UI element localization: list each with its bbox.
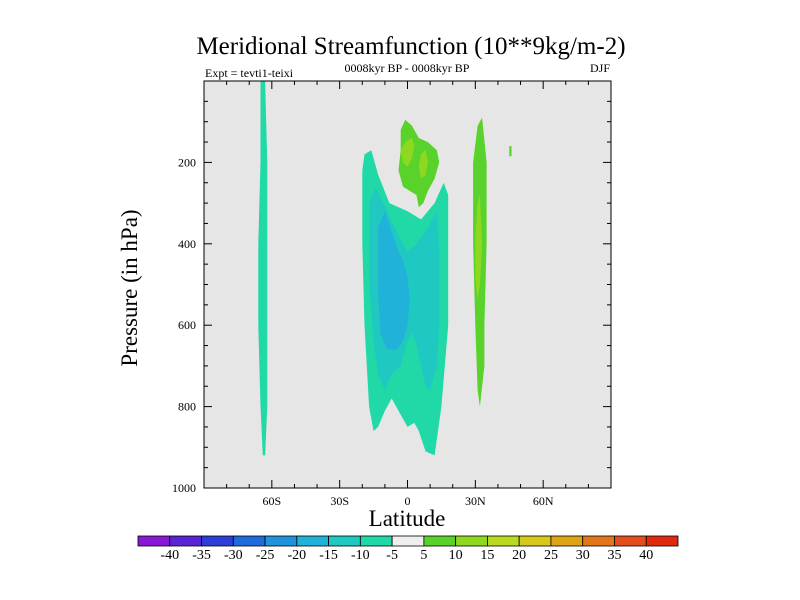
colorbar-swatch: [582, 535, 615, 547]
contour-sh-cell-east-core: [412, 256, 426, 326]
y-tick-label: 800: [178, 400, 196, 414]
x-tick-label: 60N: [533, 494, 554, 508]
colorbar-swatch: [645, 535, 679, 547]
colorbar-swatch: [423, 535, 457, 547]
colorbar-swatch: [487, 535, 520, 547]
colorbar-label: -40: [160, 548, 179, 563]
colorbar-swatch: [264, 535, 298, 547]
subtitle-period: 0008kyr BP - 0008kyr BP: [345, 61, 470, 75]
colorbar-label: 20: [512, 548, 526, 563]
contour-strip-60s-neg-5-10: [258, 81, 268, 456]
colorbar-label: 10: [449, 548, 463, 563]
colorbar-swatch: [359, 535, 393, 547]
colorbar-label: -10: [351, 548, 370, 563]
x-axis-ticks: 60S 30S 0 30N 60N: [226, 81, 589, 508]
colorbar-swatch: [201, 535, 234, 547]
colorbar-swatch: [614, 535, 647, 547]
contour-sh-cell-core: [378, 211, 410, 350]
colorbar: -40 -35 -30 -25 -20 -15 -10 -5 5 10 15 20 25 30 35 40: [137, 535, 679, 563]
contour-upper-pos-core-b: [418, 150, 428, 179]
contour-upper-pos-core-a: [400, 138, 415, 167]
x-tick-label: 0: [405, 494, 411, 508]
x-tick-label: 30N: [465, 494, 486, 508]
x-tick-label: 30S: [330, 494, 349, 508]
colorbar-swatch: [328, 535, 361, 547]
colorbar-swatch: [518, 535, 552, 547]
x-axis-label: Latitude: [369, 506, 446, 531]
colorbar-label: 15: [480, 548, 494, 563]
colorbar-swatch: [391, 535, 425, 547]
y-tick-label: 1000: [172, 481, 196, 495]
colorbar-label: -25: [256, 548, 275, 563]
x-tick-label: 60S: [262, 494, 281, 508]
contour-regions: [258, 81, 512, 456]
colorbar-swatch: [455, 535, 488, 547]
chart-title: Meridional Streamfunction (10**9kg/m-2): [196, 33, 625, 60]
colorbar-label: -35: [192, 548, 211, 563]
colorbar-label: -30: [224, 548, 243, 563]
y-tick-label: 200: [178, 155, 196, 169]
colorbar-label: -5: [386, 548, 398, 563]
colorbar-swatch: [550, 535, 584, 547]
colorbar-label: 25: [544, 548, 558, 563]
colorbar-swatch: [169, 535, 202, 547]
subtitle-experiment: Expt = tevti1-teixi: [205, 66, 294, 80]
colorbar-label: -15: [319, 548, 338, 563]
colorbar-label: 35: [607, 548, 621, 563]
colorbar-label: 30: [576, 548, 590, 563]
contour-nh-speck: [509, 146, 512, 157]
colorbar-label: 5: [420, 548, 427, 563]
contour-nh-strip-core: [475, 195, 483, 301]
colorbar-label: -20: [287, 548, 306, 563]
y-tick-label: 600: [178, 318, 196, 332]
y-axis-label: Pressure (in hPa): [117, 209, 142, 366]
y-axis-ticks: 200 400 600 800 1000: [172, 100, 611, 495]
y-tick-label: 400: [178, 237, 196, 251]
colorbar-swatch: [232, 535, 266, 547]
subtitle-season: DJF: [590, 61, 610, 75]
colorbar-swatch: [296, 535, 329, 547]
colorbar-label: 40: [639, 548, 653, 563]
colorbar-swatch: [137, 535, 171, 547]
